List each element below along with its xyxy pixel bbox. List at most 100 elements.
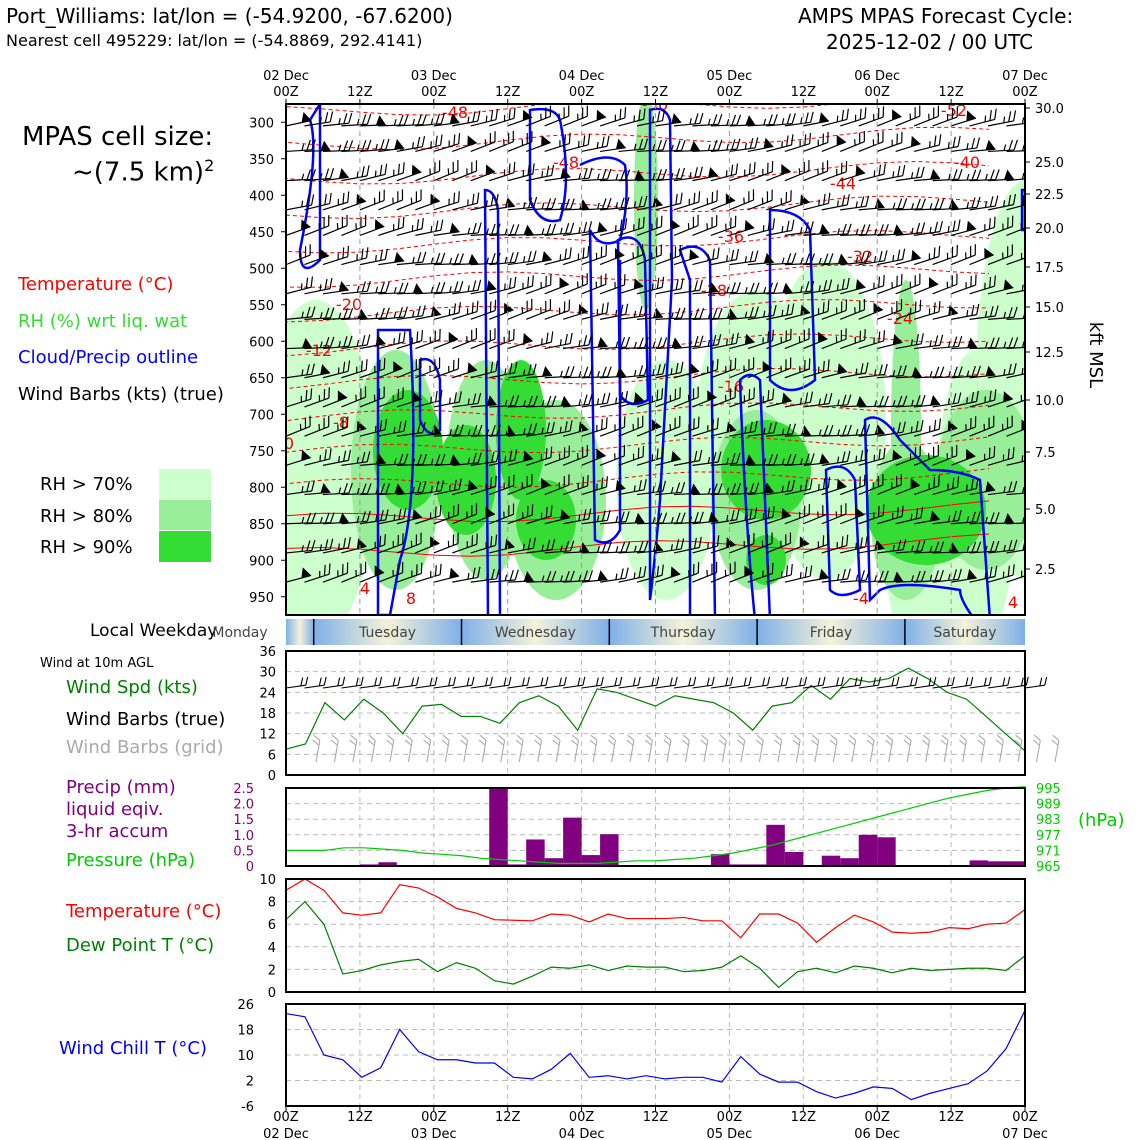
- wind-barb-shaft: [729, 463, 756, 466]
- wind-barb-flag: [1025, 279, 1031, 290]
- wind-barb-flag: [412, 486, 415, 494]
- wind-barb-pennant: [578, 303, 588, 315]
- wind-barb-shaft: [876, 142, 902, 153]
- wind-barb-flag: [1027, 387, 1034, 398]
- wind-barb-shaft: [673, 546, 700, 554]
- wind-barb-flag: [522, 170, 525, 177]
- wind-barb-flag: [615, 573, 618, 580]
- wind-barb-flag: [670, 199, 673, 206]
- wind-barb: [951, 337, 978, 350]
- wind-barb-flag: [914, 447, 917, 459]
- wind-barb-flag: [865, 449, 869, 461]
- wind-barb: [415, 504, 442, 525]
- wind-barb-flag: [605, 417, 608, 429]
- wind-barb-shaft: [286, 204, 312, 211]
- wind-barb-shaft: [341, 493, 368, 496]
- wind-barb: [840, 395, 867, 408]
- surface-wind-barb-shaft: [710, 684, 731, 689]
- wind-barb: [932, 168, 963, 182]
- bottom-hour-label: 12Z: [347, 1110, 373, 1125]
- surface-wind-barb: [581, 676, 604, 689]
- wind-barb-flag: [503, 139, 505, 146]
- wind-barb-flag: [439, 504, 442, 516]
- wind-barb: [322, 390, 348, 408]
- wind-barb-flag: [993, 216, 996, 228]
- wind-barb: [766, 328, 792, 350]
- wind-barb-flag: [877, 107, 880, 119]
- wind-barb: [286, 363, 315, 379]
- wind-barb: [286, 111, 312, 127]
- wind-barb: [784, 503, 811, 525]
- wind-barb-flag: [791, 303, 795, 315]
- wind-barb-flag: [874, 575, 878, 582]
- wind-barb-flag: [453, 479, 457, 491]
- wind-barb-flag: [620, 511, 625, 523]
- grid-wind-barb: [718, 734, 727, 763]
- wind-barb-shaft: [673, 396, 699, 408]
- grid-wind-barb: [497, 734, 506, 763]
- wind-barb-flag: [928, 425, 931, 432]
- wind-barb-shaft: [987, 254, 1013, 266]
- wind-barb-flag: [393, 119, 397, 126]
- wind-barb-flag: [934, 198, 940, 210]
- precip-bar: [840, 858, 859, 866]
- surface-wind-barb-flag: [1044, 676, 1048, 686]
- wind-barb-flag: [984, 341, 988, 349]
- wind-barb-flag: [835, 307, 838, 314]
- wind-barb-shaft: [803, 142, 828, 153]
- wind-barb-flag: [365, 247, 369, 259]
- wind-barb-flag: [958, 168, 963, 180]
- wind-barb-flag: [600, 418, 603, 430]
- wind-barb-flag: [901, 505, 904, 517]
- wind-barb-shaft: [840, 513, 865, 525]
- wind-barb: [470, 568, 500, 583]
- wind-barb: [784, 391, 814, 408]
- wind-barb: [655, 244, 681, 266]
- surface-wind-barb: [285, 676, 309, 689]
- wind-barb-flag: [661, 110, 666, 121]
- wind-barb-shaft: [304, 203, 330, 211]
- wind-barb-shaft: [710, 291, 737, 295]
- surface-wind-barb-flag: [651, 677, 655, 687]
- wind-barb-pennant: [560, 509, 570, 520]
- wind-speed-line: [285, 667, 1026, 752]
- grid-wind-barb-flag: [700, 739, 708, 746]
- wind-barb-flag: [855, 256, 859, 264]
- surface-wind-barb-flag: [859, 676, 863, 686]
- wind-barb-shaft: [692, 493, 719, 496]
- wind-barb-flag: [717, 308, 723, 319]
- wind-barb-pennant: [745, 115, 756, 126]
- wind-barb-flag: [310, 276, 314, 288]
- wind-barb-flag: [842, 569, 846, 580]
- wind-barb-shaft: [525, 284, 551, 295]
- wind-barb-flag: [1013, 363, 1017, 374]
- wind-barb-pennant: [689, 362, 700, 374]
- wind-barb-shaft: [710, 396, 736, 408]
- wind-barb-flag: [670, 516, 674, 524]
- grid-wind-barb: [959, 734, 967, 763]
- wind-barb-flag: [596, 483, 598, 490]
- wind-barb: [914, 394, 941, 408]
- wind-barb: [378, 361, 403, 379]
- wind-barb-shaft: [932, 145, 959, 153]
- wind-barb: [766, 532, 792, 554]
- wind-barb-flag: [392, 570, 394, 577]
- wind-barb: [932, 510, 962, 525]
- kft-tick-label: 2.5: [1035, 563, 1056, 578]
- wind-barb-flag: [670, 312, 674, 319]
- wind-barb-pennant: [356, 538, 367, 549]
- wind-barb-flag: [508, 277, 512, 289]
- wind-barb-flag: [347, 245, 350, 257]
- wind-barb-shaft: [562, 455, 588, 466]
- grid-wind-barb-shaft: [832, 740, 838, 763]
- wind-barb-shaft: [950, 314, 977, 320]
- legend-rh: RH (%) wrt liq. wat: [18, 311, 188, 332]
- wind-barb-flag: [383, 386, 385, 398]
- wind-barb-flag: [366, 510, 371, 522]
- wind-barb-flag: [318, 395, 321, 402]
- wind-barb-shaft: [692, 571, 717, 583]
- wind-barb-shaft: [747, 463, 774, 466]
- wind-barb-shaft: [876, 284, 902, 295]
- wind-barb: [415, 305, 441, 320]
- wind-barb-flag: [606, 168, 612, 180]
